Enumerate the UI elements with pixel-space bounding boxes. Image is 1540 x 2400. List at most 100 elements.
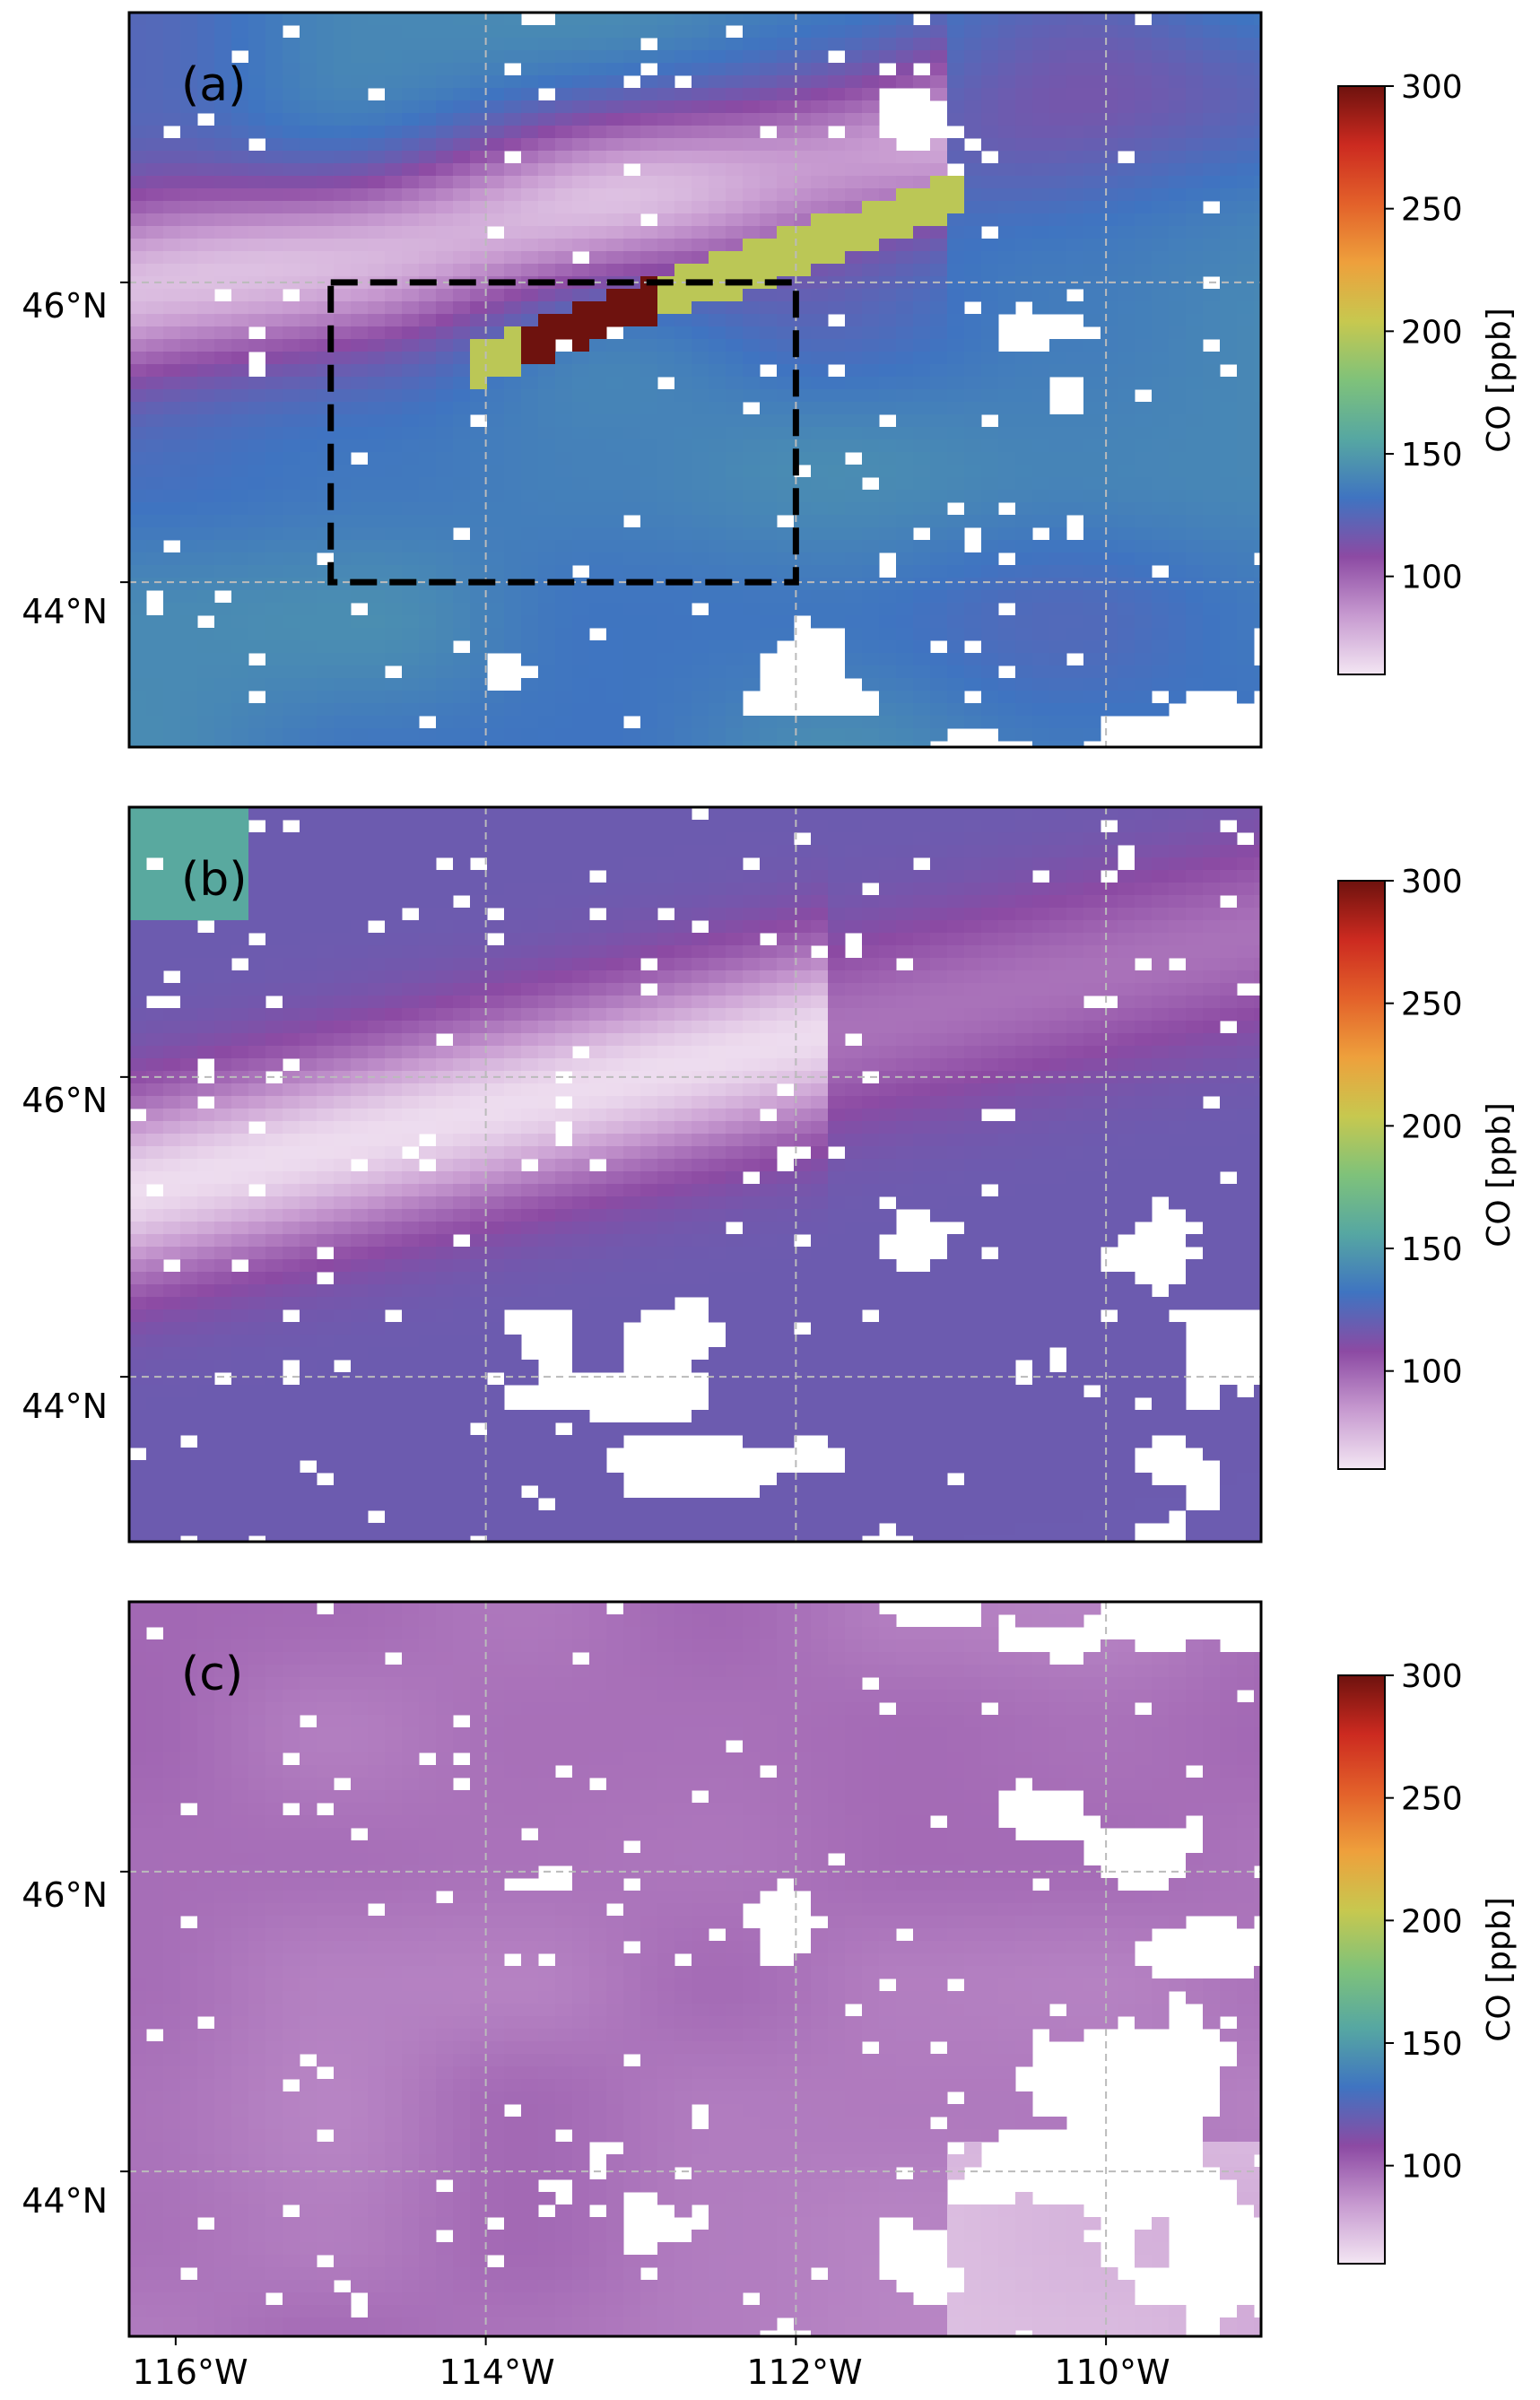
data-cell <box>1032 113 1050 126</box>
data-cell <box>402 402 420 415</box>
data-cell <box>743 653 761 666</box>
data-cell <box>180 716 198 729</box>
data-cell <box>623 970 641 984</box>
data-cell <box>334 427 352 440</box>
data-cell <box>555 678 573 691</box>
data-cell <box>743 63 761 76</box>
data-cell <box>845 314 863 327</box>
data-cell <box>385 289 403 302</box>
data-cell <box>419 465 437 478</box>
data-cell <box>487 527 505 541</box>
data-cell <box>521 63 539 76</box>
colorbar-tick-label: 200 <box>1401 314 1463 351</box>
data-cell <box>419 883 437 896</box>
data-cell <box>862 640 880 654</box>
data-cell <box>572 945 590 959</box>
data-cell <box>572 820 590 833</box>
data-cell <box>248 490 266 503</box>
data-cell <box>1220 883 1238 896</box>
data-cell <box>657 213 675 227</box>
data-cell <box>981 427 999 440</box>
data-cell <box>538 628 556 641</box>
data-cell <box>368 870 386 883</box>
data-cell <box>129 377 147 390</box>
data-cell <box>1066 364 1084 378</box>
data-cell <box>964 615 982 629</box>
data-cell <box>777 870 795 883</box>
data-cell <box>1101 339 1118 352</box>
data-cell <box>197 339 215 352</box>
data-cell <box>862 540 880 553</box>
data-cell <box>300 452 318 465</box>
data-cell <box>760 314 778 327</box>
data-cell <box>743 603 761 616</box>
data-cell <box>964 908 982 921</box>
data-cell <box>674 126 692 139</box>
data-cell <box>146 201 164 214</box>
data-cell <box>572 883 590 896</box>
data-cell <box>1169 226 1187 239</box>
data-cell <box>231 326 249 340</box>
data-cell <box>845 276 863 290</box>
data-cell <box>1237 314 1255 327</box>
data-cell <box>589 213 607 227</box>
data-cell <box>1237 908 1255 921</box>
data-cell <box>1203 151 1221 164</box>
data-cell <box>1254 502 1261 516</box>
data-cell <box>1049 38 1067 51</box>
data-cell <box>214 691 232 704</box>
data-cell <box>913 933 931 946</box>
data-cell <box>1101 845 1118 858</box>
data-cell <box>317 970 335 984</box>
data-cell <box>300 314 318 327</box>
data-cell <box>1032 933 1050 946</box>
data-cell <box>214 176 232 189</box>
data-cell <box>521 50 539 64</box>
data-cell <box>197 515 215 528</box>
data-cell <box>760 908 778 921</box>
data-cell <box>589 665 607 679</box>
data-cell <box>1049 226 1067 239</box>
data-cell <box>1101 163 1118 177</box>
data-cell <box>300 226 318 239</box>
data-cell <box>606 490 624 503</box>
data-cell <box>283 465 300 478</box>
data-cell <box>896 615 914 629</box>
data-cell <box>1049 264 1067 277</box>
data-cell <box>248 908 266 921</box>
data-cell <box>862 63 880 76</box>
data-cell <box>845 527 863 541</box>
data-cell <box>1237 665 1255 679</box>
data-cell <box>1237 552 1255 566</box>
data-cell <box>436 389 454 403</box>
data-cell <box>1118 427 1135 440</box>
data-cell <box>674 603 692 616</box>
data-cell <box>231 1021 249 1034</box>
data-cell <box>930 703 948 717</box>
data-cell <box>334 301 352 315</box>
data-cell <box>572 653 590 666</box>
data-cell <box>1203 540 1221 553</box>
data-cell <box>146 540 164 553</box>
data-cell <box>1169 251 1187 265</box>
data-cell <box>1135 251 1153 265</box>
data-cell <box>419 364 437 378</box>
data-cell <box>487 603 505 616</box>
data-cell <box>606 753 624 767</box>
data-cell <box>385 452 403 465</box>
data-cell <box>197 402 215 415</box>
data-cell <box>845 920 863 934</box>
data-cell <box>1186 314 1204 327</box>
data-cell <box>385 983 403 996</box>
data-cell <box>283 857 300 871</box>
data-cell <box>265 945 283 959</box>
data-cell <box>1049 615 1067 629</box>
data-cell <box>1237 565 1255 578</box>
data-cell <box>1254 452 1261 465</box>
data-cell <box>1152 883 1170 896</box>
data-cell <box>879 933 897 946</box>
data-cell <box>1135 427 1153 440</box>
data-cell <box>265 352 283 365</box>
data-cell <box>674 502 692 516</box>
data-cell <box>572 50 590 64</box>
